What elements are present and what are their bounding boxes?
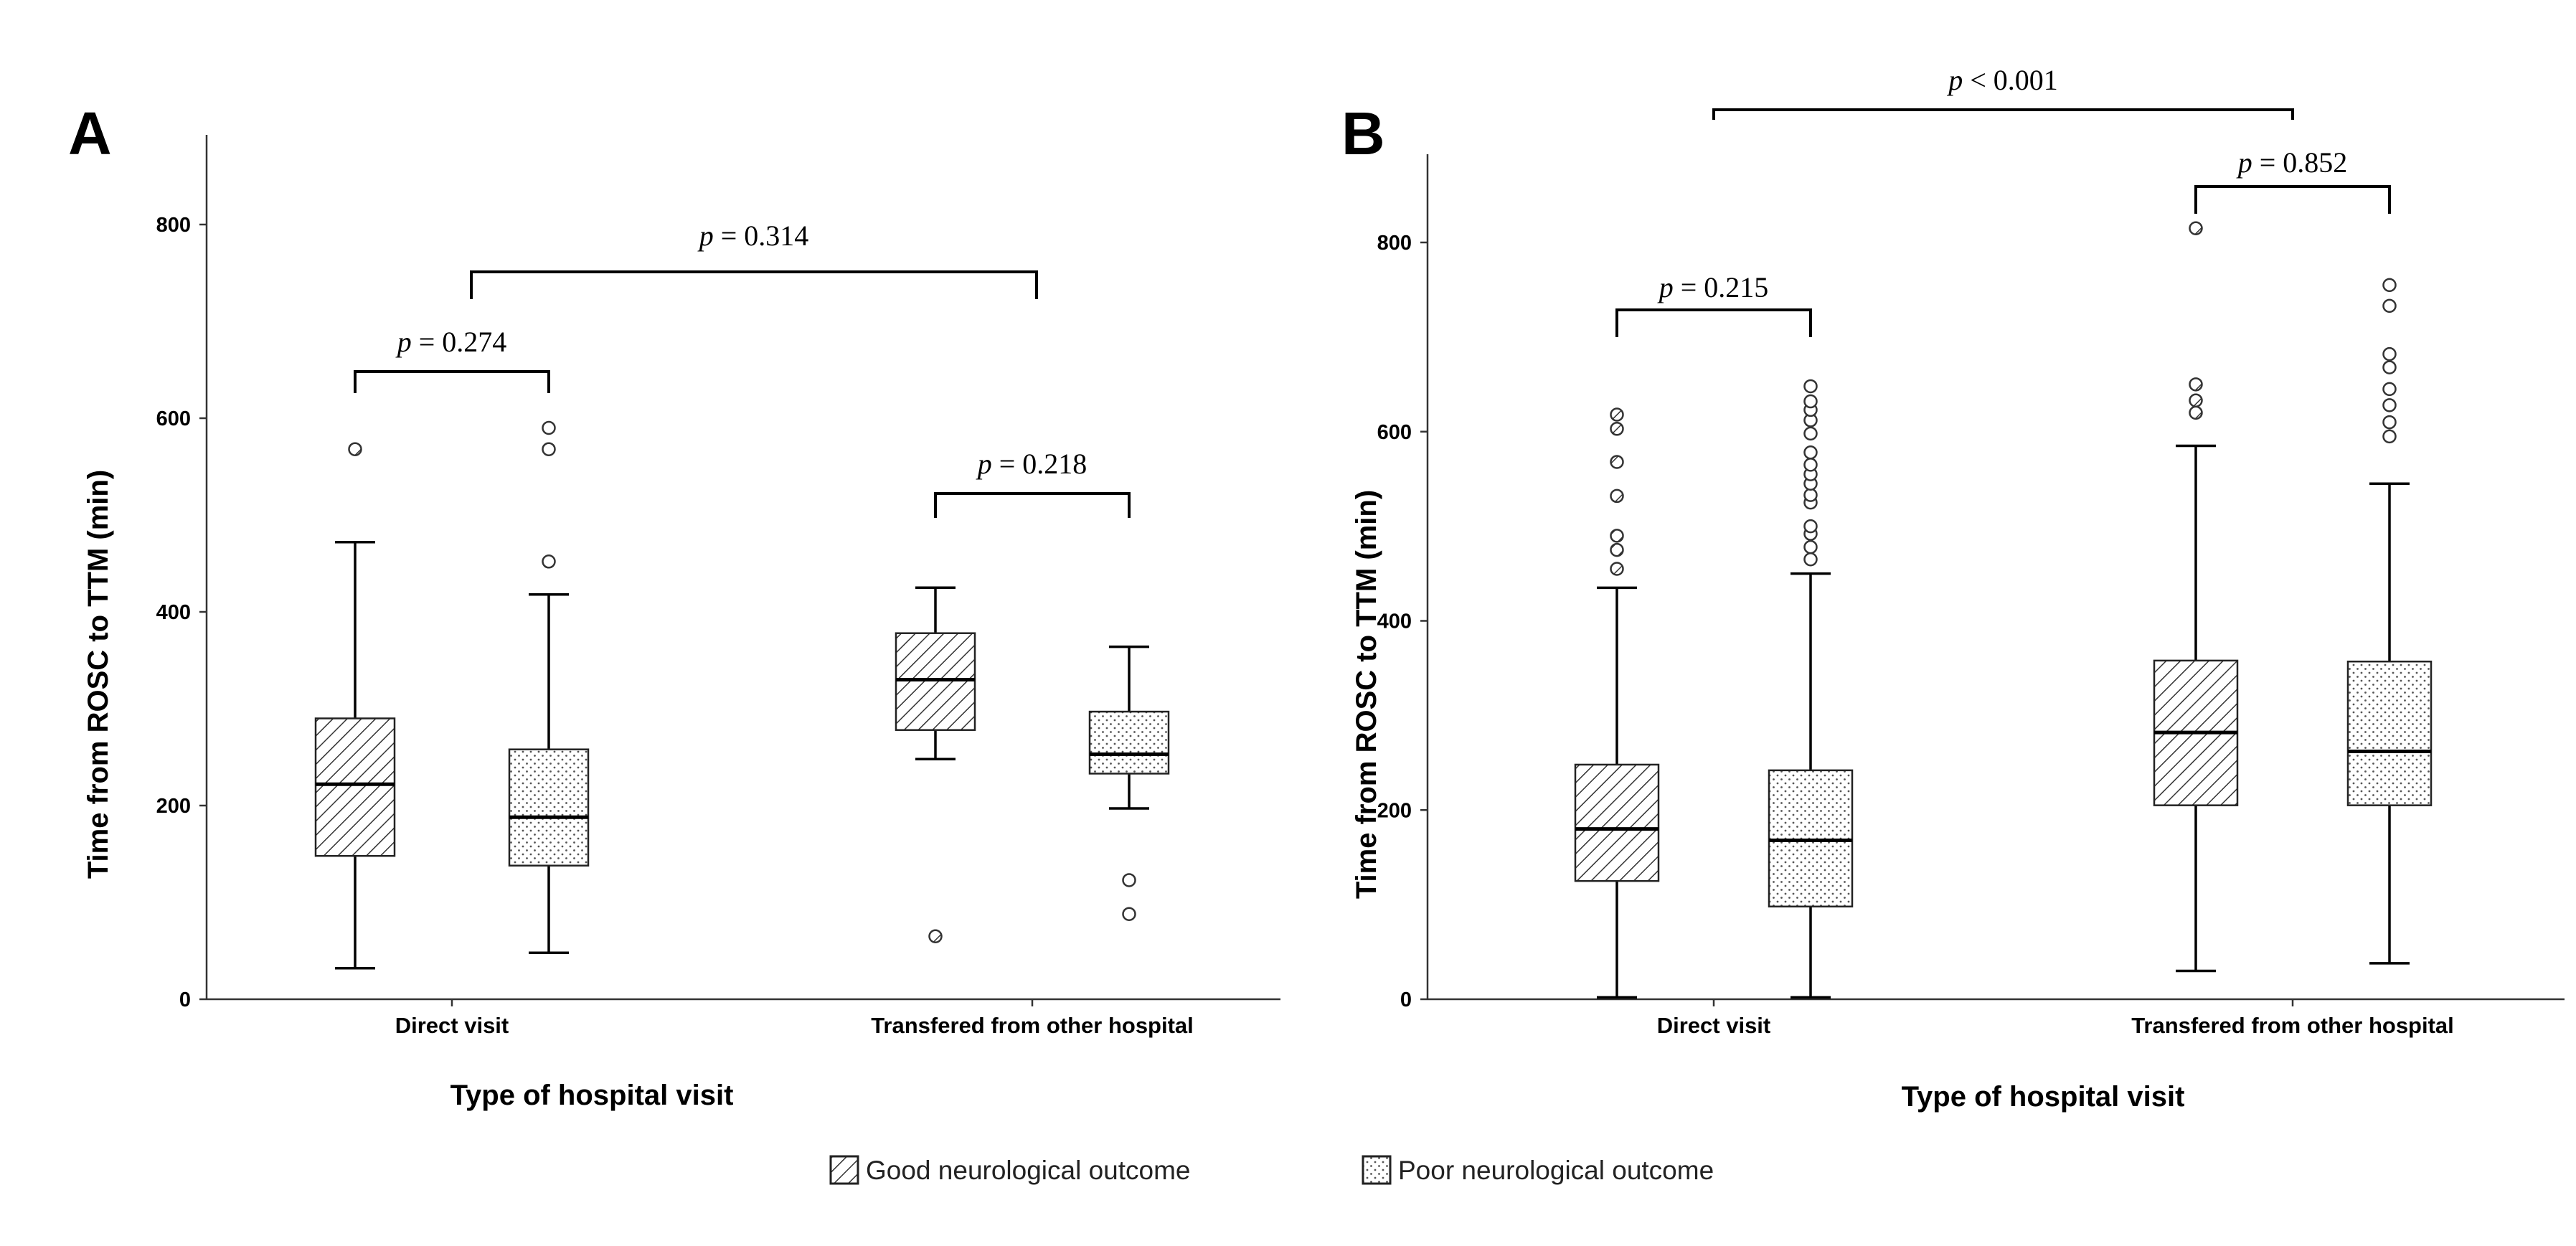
panel-a-y-tick-label-0: 0 <box>179 988 191 1011</box>
outlier-1 <box>542 442 556 456</box>
outlier-1 <box>1122 873 1136 887</box>
panel-a-x-tick-label-transfered-from-other-hospital: Transfered from other hospital <box>871 1013 1194 1038</box>
legend-swatch-good <box>829 1155 859 1185</box>
outlier-7 <box>2382 278 2397 293</box>
comparison-bracket <box>470 270 1038 299</box>
panel-b-letter: B <box>1341 100 1385 167</box>
panel-a-box-good-neurological-outcome-transfered-from-other-hospital <box>895 586 976 943</box>
outlier-1 <box>1610 542 1624 557</box>
outlier-3 <box>1803 519 1818 534</box>
outlier-4 <box>1610 455 1624 469</box>
outlier-0 <box>542 554 556 569</box>
outlier-2 <box>1610 529 1624 543</box>
panel-b-box-poor-neurological-outcome-transfered-from-other-hospital <box>2346 278 2433 965</box>
outlier-6 <box>1610 407 1624 422</box>
comparison-p-value: p = 0.218 <box>976 448 1088 480</box>
outlier-5 <box>1610 422 1624 436</box>
panel-a-x-axis-title: Type of hospital visit <box>450 1080 734 1111</box>
panel-b-comparison-2: p < 0.001 <box>1712 64 2294 120</box>
legend: Good neurological outcome Poor neurologi… <box>829 1155 1714 1185</box>
panel-a-x-tick-label-direct-visit: Direct visit <box>395 1013 509 1038</box>
iqr-box <box>895 632 976 731</box>
outlier-0 <box>2382 429 2397 444</box>
comparison-bracket <box>1615 308 1812 337</box>
panel-a-y-tick-label-800: 800 <box>156 214 191 237</box>
legend-label-good: Good neurological outcome <box>866 1156 1191 1185</box>
comparison-p-value: p = 0.215 <box>1657 271 1769 303</box>
outlier-9 <box>1803 445 1818 460</box>
comparison-p-value: p = 0.314 <box>697 220 809 252</box>
legend-label-poor: Poor neurological outcome <box>1398 1156 1714 1185</box>
outlier-13 <box>1803 394 1818 409</box>
outlier-2 <box>2189 377 2203 392</box>
panel-a: A Time from ROSC to TTM (min) Type of ho… <box>68 100 1280 1111</box>
outlier-1 <box>1803 539 1818 554</box>
panel-b-y-tick-label-400: 400 <box>1377 610 1412 633</box>
panel-a-letter: A <box>68 100 112 167</box>
iqr-box <box>508 748 590 867</box>
outlier-0 <box>1122 907 1136 921</box>
outlier-0 <box>928 929 943 943</box>
panel-b: B Time from ROSC to TTM (min) Type of ho… <box>1341 64 2565 1113</box>
iqr-box <box>1574 763 1660 882</box>
comparison-bracket <box>354 370 550 393</box>
outlier-14 <box>1803 379 1818 394</box>
panel-a-comparison-0: p = 0.274 <box>354 326 550 393</box>
outlier-5 <box>1803 488 1818 502</box>
panel-a-box-poor-neurological-outcome-transfered-from-other-hospital <box>1088 645 1170 921</box>
panel-a-comparison-2: p = 0.314 <box>470 220 1038 299</box>
outlier-3 <box>2189 221 2203 235</box>
panel-b-y-tick-label-800: 800 <box>1377 232 1412 255</box>
panel-a-y-tick-label-600: 600 <box>156 407 191 430</box>
panel-b-y-tick-label-200: 200 <box>1377 799 1412 822</box>
iqr-box <box>314 717 396 857</box>
outlier-0 <box>1803 552 1818 567</box>
panel-a-y-tick-label-200: 200 <box>156 795 191 818</box>
outlier-10 <box>1803 426 1818 441</box>
outlier-3 <box>2382 382 2397 397</box>
comparison-p-value: p = 0.274 <box>395 326 507 358</box>
outlier-0 <box>348 442 362 456</box>
panel-b-comparison-0: p = 0.215 <box>1615 271 1812 337</box>
panel-b-x-axis-title: Type of hospital visit <box>1902 1081 2185 1113</box>
comparison-bracket <box>2194 185 2391 214</box>
outlier-0 <box>2189 405 2203 420</box>
panel-b-box-poor-neurological-outcome-direct-visit <box>1768 379 1854 999</box>
panel-b-y-tick-label-0: 0 <box>1400 988 1412 1011</box>
panel-b-x-tick-label-direct-visit: Direct visit <box>1657 1013 1771 1038</box>
comparison-p-value: p = 0.852 <box>2236 146 2348 179</box>
outlier-8 <box>1803 458 1818 472</box>
outlier-1 <box>2189 393 2203 407</box>
panel-b-y-axis-title: Time from ROSC to TTM (min) <box>1351 490 1382 899</box>
panel-a-box-good-neurological-outcome-direct-visit <box>314 442 396 970</box>
comparison-bracket <box>934 492 1131 518</box>
iqr-box <box>1088 710 1170 775</box>
comparison-bracket <box>1712 108 2294 120</box>
outlier-2 <box>2382 398 2397 412</box>
panel-a-y-tick-label-400: 400 <box>156 601 191 624</box>
outlier-2 <box>542 420 556 435</box>
outlier-1 <box>2382 415 2397 430</box>
outlier-3 <box>1610 489 1624 504</box>
panel-b-box-good-neurological-outcome-direct-visit <box>1574 407 1660 999</box>
panel-b-y-tick-label-600: 600 <box>1377 421 1412 444</box>
outlier-6 <box>2382 298 2397 313</box>
panel-b-comparison-1: p = 0.852 <box>2194 146 2391 214</box>
outlier-5 <box>2382 346 2397 362</box>
outlier-0 <box>1610 562 1624 576</box>
outlier-4 <box>2382 360 2397 374</box>
iqr-box <box>1768 769 1854 908</box>
comparison-p-value: p < 0.001 <box>1946 64 2058 96</box>
panel-a-box-poor-neurological-outcome-direct-visit <box>508 420 590 954</box>
panel-b-box-good-neurological-outcome-transfered-from-other-hospital <box>2153 221 2239 973</box>
panel-a-comparison-1: p = 0.218 <box>934 448 1131 518</box>
panel-b-x-tick-label-transfered-from-other-hospital: Transfered from other hospital <box>2131 1013 2454 1038</box>
panel-a-y-axis-title: Time from ROSC to TTM (min) <box>82 470 114 879</box>
legend-swatch-poor <box>1362 1155 1392 1185</box>
iqr-box <box>2346 660 2433 806</box>
